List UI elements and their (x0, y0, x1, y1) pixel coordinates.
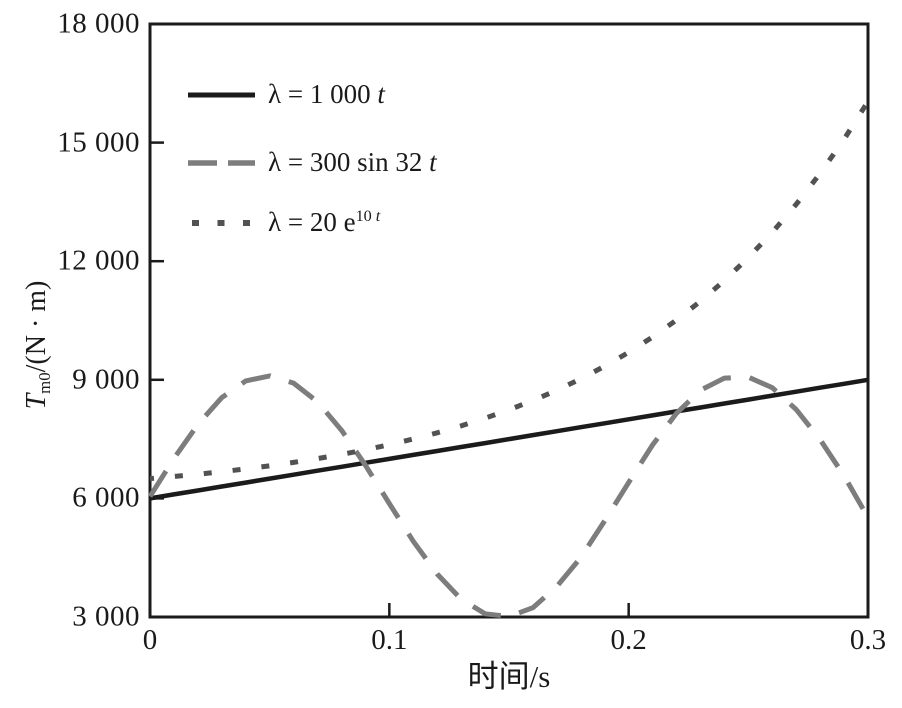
y-tick-label: 9 000 (72, 363, 140, 396)
x-tick-label: 0.2 (610, 624, 647, 656)
x-tick-label: 0.3 (849, 624, 887, 656)
y-axis-title-segment: T (20, 393, 52, 410)
legend-label-segment: λ = 1 000 (268, 78, 378, 109)
legend-label-segment: t (429, 146, 437, 177)
y-tick-label: 12 000 (57, 244, 140, 277)
curve-dotted (149, 100, 871, 482)
legend-label-segment: t (375, 207, 381, 226)
plot-box (148, 22, 870, 619)
x-tick-label: 0 (142, 624, 158, 656)
legend-label-dotted: λ = 20 e10 t (268, 207, 380, 238)
y-tick-label: 15 000 (57, 126, 140, 159)
curve-solid (149, 377, 869, 501)
y-tick-label: 18 000 (57, 7, 140, 40)
y-axis-title-segment: /(N · m) (20, 280, 52, 373)
y-axis-title: Tm0/(N · m) (21, 281, 55, 410)
x-tick-label: 0.1 (371, 624, 408, 656)
legend-label-dashed: λ = 300 sin 32 t (268, 147, 437, 178)
y-axis-title-segment: m0 (35, 372, 55, 394)
curve-dashed (147, 373, 871, 619)
legend-label-segment: 10 (355, 207, 376, 226)
legend-label-segment: λ = 300 sin 32 (268, 146, 430, 177)
legend-label-segment: λ = 20 e (268, 206, 356, 237)
legend-label-solid: λ = 1 000 t (268, 79, 385, 110)
y-tick-label: 6 000 (72, 481, 140, 514)
x-axis-title: 时间/s (467, 659, 551, 694)
y-tick-label: 3 000 (72, 600, 140, 633)
legend-label-segment: t (377, 78, 385, 109)
